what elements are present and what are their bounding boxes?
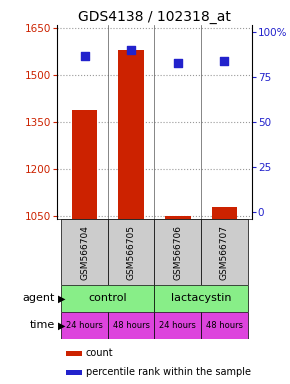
Text: GSM566707: GSM566707 [220,225,229,280]
Bar [66,370,82,375]
Bar [61,312,108,339]
Text: 48 hours: 48 hours [206,321,243,330]
Point [175,60,180,66]
Text: GSM566706: GSM566706 [173,225,182,280]
Text: percentile rank within the sample: percentile rank within the sample [86,367,251,377]
Bar [61,220,108,285]
Text: ▶: ▶ [58,293,66,303]
Text: 48 hours: 48 hours [113,321,150,330]
Bar [201,312,248,339]
Text: control: control [88,293,127,303]
Text: GSM566705: GSM566705 [127,225,136,280]
Point [129,47,133,53]
Bar [211,207,237,220]
Text: GSM566704: GSM566704 [80,225,89,280]
Point [82,53,87,59]
Bar [155,312,201,339]
Bar [108,220,155,285]
Bar [61,285,155,312]
Text: ▶: ▶ [58,320,66,330]
Bar [72,110,97,220]
Bar [201,220,248,285]
Bar [66,351,82,356]
Text: 24 hours: 24 hours [66,321,103,330]
Text: time: time [30,320,55,330]
Text: lactacystin: lactacystin [171,293,231,303]
Title: GDS4138 / 102318_at: GDS4138 / 102318_at [78,10,231,24]
Bar [155,220,201,285]
Text: count: count [86,348,114,358]
Bar [118,50,144,220]
Text: 24 hours: 24 hours [159,321,196,330]
Bar [108,312,155,339]
Bar [165,216,191,220]
Point [222,58,227,64]
Bar [155,285,248,312]
Text: agent: agent [23,293,55,303]
